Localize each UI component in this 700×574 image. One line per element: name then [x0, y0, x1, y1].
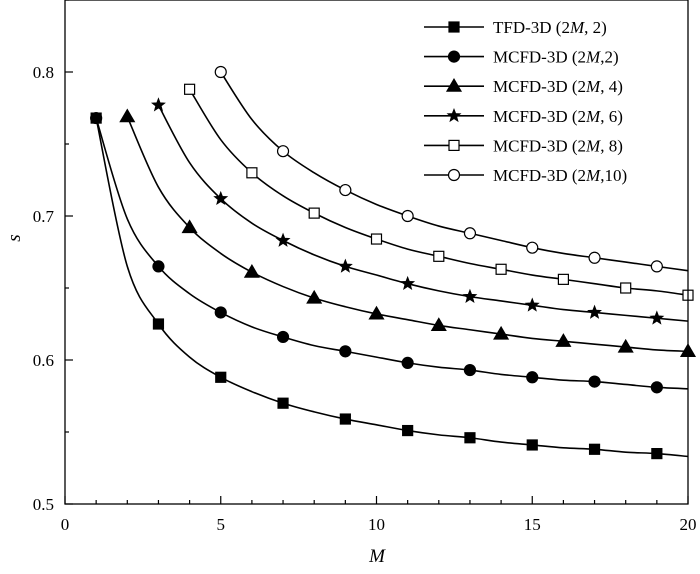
legend-marker-3 — [445, 78, 463, 92]
series-6-point — [588, 251, 601, 264]
series-2-point — [90, 111, 103, 125]
series-3-point — [493, 325, 510, 340]
series-2-point — [588, 375, 601, 388]
series-1-point — [215, 371, 227, 383]
legend-marker-5 — [448, 139, 460, 151]
series-1-point — [152, 318, 165, 330]
series-4-point — [337, 258, 353, 273]
series-4-point — [213, 190, 229, 206]
series-5-point — [308, 207, 320, 219]
series-4-point — [587, 304, 603, 319]
legend: TFD-3D (2M, 2) MCFD-3D (2M,2) MCFD-3D (2M,… — [424, 18, 627, 185]
series-3-point — [181, 219, 198, 234]
series-5-point — [184, 83, 196, 95]
series-1-point — [651, 448, 663, 460]
series-line-3 — [126, 116, 689, 353]
series-line-1 — [95, 117, 689, 458]
y-axis-ticks: 0.5 0.6 0.7 0.8 — [33, 0, 73, 514]
legend-entry-3: MCFD-3D (2M, 4) — [493, 77, 623, 96]
x-tick-label: 5 — [217, 515, 226, 534]
x-tick-label: 10 — [368, 515, 385, 534]
series-2-point — [339, 345, 352, 358]
series-3-point — [617, 338, 634, 353]
series-2-point — [463, 363, 477, 377]
series-4-point — [462, 288, 478, 303]
x-tick-label: 20 — [680, 515, 697, 534]
series-2-point — [214, 306, 227, 319]
series-1-point — [588, 443, 601, 455]
series-4-point — [275, 232, 291, 247]
series-2-point — [276, 330, 290, 344]
series-3-point — [430, 317, 447, 332]
plot-lines — [95, 71, 689, 458]
legend-entry-1: TFD-3D (2M, 2) — [493, 18, 607, 37]
series-3-point — [306, 289, 323, 304]
legend-entry-4: MCFD-3D (2M, 6) — [493, 107, 623, 126]
legend-marker-6 — [447, 168, 461, 182]
series-1-point — [526, 439, 538, 451]
legend-entry-6: MCFD-3D (2M,10) — [493, 166, 627, 185]
x-axis-label: M — [368, 546, 386, 567]
x-tick-label: 0 — [61, 515, 70, 534]
series-1-point — [277, 397, 289, 409]
y-tick-label: 0.8 — [33, 63, 54, 82]
y-tick-label: 0.5 — [33, 495, 54, 514]
series-1-point — [402, 424, 414, 437]
legend-entry-5: MCFD-3D (2M, 8) — [493, 136, 623, 155]
series-5-point — [620, 282, 632, 294]
series-6-point — [214, 65, 227, 79]
series-6-point — [401, 209, 414, 223]
y-axis-label: s — [4, 234, 25, 241]
series-line-6 — [220, 71, 689, 272]
series-2-point — [152, 260, 165, 273]
series-3-point — [555, 333, 572, 347]
series-5-point — [495, 263, 507, 275]
series-3-point — [119, 108, 136, 123]
series-line-2 — [95, 117, 689, 390]
series-6-point — [463, 227, 477, 240]
x-tick-label: 15 — [524, 515, 541, 534]
series-3-point — [368, 305, 385, 320]
series-4-point — [150, 97, 166, 112]
legend-marker-4 — [446, 107, 462, 123]
series-4-point — [524, 297, 540, 312]
plot-markers — [90, 65, 697, 460]
series-5-point — [246, 167, 258, 179]
y-tick-label: 0.7 — [33, 207, 55, 226]
series-2-point — [401, 356, 414, 369]
series-1-point — [464, 432, 476, 444]
series-4-point — [400, 275, 416, 291]
series-6-point — [650, 260, 663, 273]
series-5-point — [557, 273, 570, 285]
series-5-point — [433, 250, 445, 262]
series-4-point — [649, 310, 665, 325]
legend-marker-1 — [448, 21, 460, 33]
legend-marker-2 — [447, 50, 461, 63]
legend-entry-2: MCFD-3D (2M,2) — [493, 48, 619, 67]
series-6-point — [526, 241, 539, 254]
series-3-point — [243, 263, 260, 278]
series-6-point — [276, 145, 290, 158]
y-tick-label: 0.6 — [33, 351, 54, 370]
series-5-point — [370, 233, 383, 245]
x-axis-ticks: 0 5 10 15 20 — [61, 496, 697, 534]
series-2-point — [650, 381, 663, 394]
series-2-point — [526, 371, 539, 384]
series-1-point — [339, 413, 351, 425]
series-6-point — [339, 183, 352, 197]
